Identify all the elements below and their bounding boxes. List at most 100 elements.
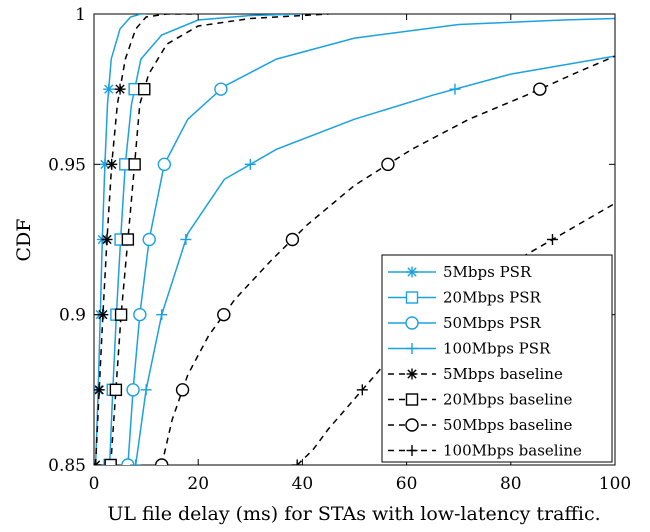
series-marker-100mbps-baseline-0: [291, 459, 303, 465]
legend-label-50mbps-baseline: 50Mbps baseline: [443, 416, 572, 434]
series-marker-50mbps-baseline-4: [381, 157, 395, 172]
series-marker-50mbps-psr-2-ring: [133, 307, 147, 322]
legend-marker-5mbps-baseline: [406, 368, 418, 380]
y-tick-label-2: 0.95: [48, 155, 86, 175]
series-marker-5mbps-psr-4-d2: [100, 159, 110, 169]
series-line-50mbps-psr: [127, 17, 615, 465]
series-marker-5mbps-psr-5: [103, 83, 115, 95]
legend-marker-5mbps-baseline-d2: [407, 369, 417, 379]
legend-label-100mbps-baseline: 100Mbps baseline: [443, 442, 582, 460]
x-tick-label-1: 20: [187, 474, 209, 494]
series-marker-50mbps-psr-2: [133, 307, 147, 322]
legend-label-5mbps-baseline: 5Mbps baseline: [443, 365, 563, 383]
series-marker-100mbps-psr-3: [180, 234, 192, 245]
series-line-50mbps-baseline: [160, 55, 615, 465]
series-marker-50mbps-baseline-3: [285, 232, 300, 247]
series-marker-20mbps-baseline-4: [128, 158, 141, 171]
series-marker-5mbps-baseline-5: [114, 83, 126, 95]
y-tick-label-0: 0.85: [48, 456, 86, 476]
legend-marker-5mbps-psr: [406, 266, 418, 278]
legend-marker-50mbps-baseline: [405, 418, 419, 432]
y-axis-title: CDF: [13, 219, 35, 262]
series-marker-20mbps-baseline-5-box: [138, 82, 151, 96]
series-line-5mbps-psr: [94, 14, 147, 465]
series-marker-5mbps-baseline-0: [94, 459, 102, 465]
series-line-5mbps-baseline: [94, 14, 199, 465]
series-line-100mbps-baseline: [296, 202, 615, 465]
series-marker-20mbps-baseline-3: [121, 233, 135, 246]
series-marker-50mbps-psr-1-ring: [126, 383, 140, 397]
legend-label-100mbps-psr: 100Mbps PSR: [443, 340, 551, 358]
series-marker-50mbps-baseline-1: [175, 383, 190, 397]
legend-marker-20mbps-psr: [405, 291, 419, 304]
series-line-20mbps-psr: [108, 14, 303, 465]
series-marker-50mbps-baseline-0: [155, 458, 169, 465]
legend-marker-20mbps-psr-box: [405, 291, 419, 304]
legend-marker-50mbps-psr: [405, 316, 419, 330]
x-tick-label-5: 100: [599, 474, 631, 494]
series-marker-50mbps-psr-1: [126, 383, 140, 397]
series-layer: [94, 14, 615, 465]
series-marker-50mbps-psr-3-ring: [142, 232, 156, 247]
series-marker-50mbps-baseline-5-ring: [533, 82, 547, 96]
series-marker-50mbps-psr-0: [121, 458, 135, 465]
series-marker-20mbps-baseline-3-box: [121, 233, 135, 246]
series-marker-50mbps-psr-4-ring: [157, 157, 172, 172]
series-marker-50mbps-baseline-2: [217, 307, 231, 322]
x-tick-label-3: 60: [396, 474, 418, 494]
series-marker-5mbps-baseline-3: [101, 234, 113, 245]
series-marker-5mbps-baseline-3-d2: [102, 234, 112, 245]
series-marker-5mbps-baseline-4-d2: [107, 159, 117, 169]
series-marker-5mbps-baseline-1-d2: [94, 385, 104, 395]
y-tick-label-1: 0.9: [59, 306, 86, 326]
series-marker-100mbps-baseline-1: [356, 384, 368, 396]
legend-marker-20mbps-baseline: [405, 393, 419, 406]
legend-marker-5mbps-psr-d2: [407, 267, 417, 277]
series-marker-100mbps-psr-2: [156, 309, 168, 321]
legend-marker-50mbps-psr-ring: [405, 316, 419, 330]
series-marker-50mbps-psr-5-ring: [214, 82, 228, 96]
series-marker-50mbps-psr-4: [157, 157, 172, 172]
series-line-20mbps-baseline: [109, 14, 329, 465]
legend-marker-50mbps-baseline-ring: [405, 418, 419, 432]
series-marker-20mbps-baseline-4-box: [128, 158, 141, 171]
series-marker-5mbps-baseline-0-d2: [94, 460, 101, 465]
series-marker-5mbps-baseline-2: [97, 309, 109, 321]
series-marker-50mbps-psr-0-ring: [121, 458, 135, 465]
legend: 5Mbps PSR 20Mbps PSR 50Mbps PSR 100Mbps PSR…: [381, 254, 613, 463]
series-marker-50mbps-psr-3: [142, 232, 156, 247]
legend-label-50mbps-psr: 50Mbps PSR: [443, 314, 541, 332]
legend-marker-20mbps-baseline-box: [405, 393, 419, 406]
x-tick-label-0: 0: [89, 474, 100, 494]
series-marker-5mbps-baseline-4: [106, 158, 118, 170]
series-marker-50mbps-baseline-5: [533, 82, 547, 96]
y-tick-label-3: 1: [75, 5, 86, 25]
series-marker-100mbps-psr-1: [140, 384, 152, 396]
legend-label-20mbps-baseline: 20Mbps baseline: [443, 391, 572, 409]
series-marker-50mbps-baseline-3-ring: [285, 232, 300, 247]
series-marker-50mbps-psr-5: [214, 82, 228, 96]
series-marker-20mbps-baseline-0: [104, 458, 117, 465]
series-marker-5mbps-baseline-1: [94, 384, 105, 396]
legend-marker-100mbps-baseline: [406, 445, 418, 456]
series-marker-20mbps-baseline-1: [109, 383, 123, 397]
series-marker-50mbps-baseline-2-ring: [217, 307, 231, 322]
x-axis-title: UL file delay (ms) for STAs with low-lat…: [107, 503, 600, 525]
series-marker-100mbps-psr-5: [449, 83, 461, 95]
series-marker-50mbps-baseline-1-ring: [175, 383, 190, 397]
series-marker-5mbps-psr-5-d2: [104, 84, 114, 94]
ticks-layer: 0 20 40 60 80 100 0.85 0.9 0.95 1: [48, 5, 631, 494]
series-marker-5mbps-baseline-2-d2: [98, 310, 108, 320]
x-tick-label-2: 40: [292, 474, 314, 494]
series-marker-20mbps-baseline-2-box: [114, 308, 128, 321]
legend-label-20mbps-psr: 20Mbps PSR: [443, 289, 541, 307]
series-marker-20mbps-baseline-2: [114, 308, 128, 321]
series-marker-50mbps-baseline-4-ring: [381, 157, 395, 172]
series-marker-50mbps-baseline-0-ring: [155, 458, 169, 465]
series-marker-100mbps-psr-4: [244, 158, 256, 170]
series-marker-100mbps-baseline-3: [546, 234, 558, 245]
series-marker-100mbps-psr-0: [130, 459, 142, 465]
series-marker-20mbps-baseline-5: [138, 82, 151, 96]
series-marker-20mbps-baseline-0-box: [104, 458, 117, 465]
x-tick-label-4: 80: [500, 474, 522, 494]
